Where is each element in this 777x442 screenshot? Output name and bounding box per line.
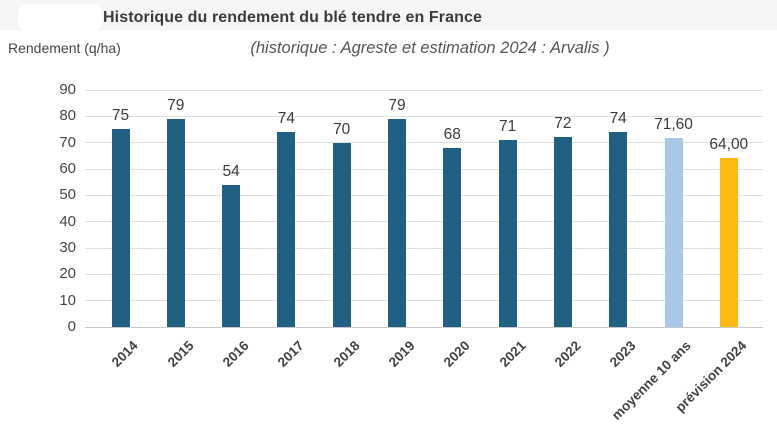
bar-value-label: 74 xyxy=(277,110,296,127)
x-axis-label: 2023 xyxy=(606,338,639,370)
bar-moyenne-10-ans xyxy=(664,138,683,327)
bar-2018 xyxy=(332,143,351,327)
x-axis-label: 2021 xyxy=(496,338,529,370)
chart-title: Historique du rendement du blé tendre en… xyxy=(103,9,482,26)
gridline xyxy=(85,300,763,302)
gridline xyxy=(85,194,763,196)
bar-prévision-2024 xyxy=(719,158,738,327)
gridline xyxy=(85,247,763,249)
x-axis-label: 2014 xyxy=(109,338,142,370)
gridline xyxy=(85,115,763,117)
bar-2023 xyxy=(609,132,628,327)
y-tick-label: 0 xyxy=(67,318,76,335)
y-tick-label: 90 xyxy=(59,81,76,98)
top-band xyxy=(0,0,777,30)
x-axis-line xyxy=(85,326,763,328)
gridline xyxy=(85,142,763,144)
bar-value-label: 72 xyxy=(554,115,572,132)
x-axis-label: 2016 xyxy=(219,338,252,370)
gridline xyxy=(85,168,763,170)
y-tick-label: 50 xyxy=(59,186,76,204)
bar-2019 xyxy=(388,119,406,327)
x-axis-label: 2020 xyxy=(441,338,473,370)
title-highlight-pill xyxy=(18,4,102,30)
bar-2014 xyxy=(111,129,130,327)
bar-2020 xyxy=(443,148,462,327)
bar-2017 xyxy=(277,132,296,327)
bar-value-label: 71 xyxy=(498,118,517,135)
bar-value-label: 71,60 xyxy=(654,116,693,133)
bar-2015 xyxy=(166,119,185,327)
y-tick-label: 70 xyxy=(59,133,76,151)
gridline xyxy=(85,89,763,91)
bar-value-label: 68 xyxy=(443,126,461,143)
x-axis-label: 2022 xyxy=(551,338,584,370)
y-tick-label: 60 xyxy=(59,160,76,177)
y-axis-title: Rendement (q/ha) xyxy=(8,40,121,56)
y-tick-label: 80 xyxy=(59,107,76,125)
y-tick-label: 30 xyxy=(59,239,76,256)
bar-value-label: 54 xyxy=(222,163,240,180)
y-tick-label: 40 xyxy=(59,212,76,230)
gridline xyxy=(85,273,763,275)
x-axis-label: 2019 xyxy=(385,338,418,370)
x-axis-label: 2017 xyxy=(275,338,308,370)
chart-subtitle: (historique : Agreste et estimation 2024… xyxy=(250,39,610,57)
bar-2016 xyxy=(222,185,241,327)
x-axis-label: 2015 xyxy=(164,338,197,370)
y-tick-label: 10 xyxy=(59,291,76,309)
bar-value-label: 79 xyxy=(388,97,406,114)
plot-area xyxy=(85,89,763,328)
bar-value-label: 79 xyxy=(167,97,185,114)
y-tick-label: 20 xyxy=(59,265,76,283)
bar-2022 xyxy=(553,137,572,327)
bar-value-label: 75 xyxy=(111,107,130,124)
gridline xyxy=(85,221,763,223)
bar-value-label: 70 xyxy=(333,121,351,138)
bar-value-label: 64,00 xyxy=(709,136,749,153)
bar-2021 xyxy=(498,140,517,327)
x-axis-label: 2018 xyxy=(330,338,363,370)
bar-value-label: 74 xyxy=(609,110,627,127)
